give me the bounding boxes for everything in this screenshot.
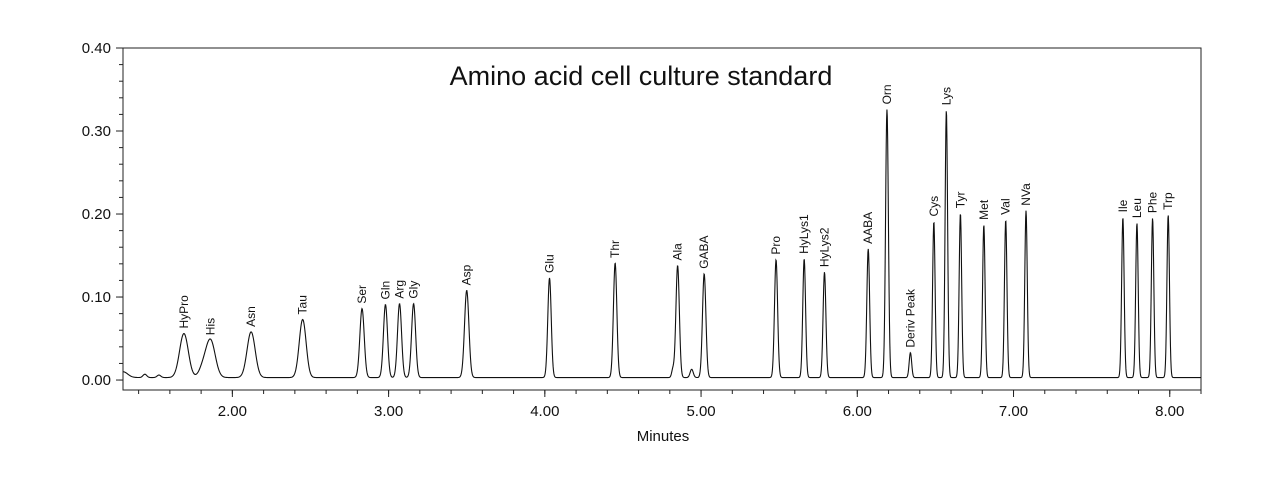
peak-label: Pro xyxy=(769,236,783,255)
peak-label: Lys xyxy=(939,87,953,105)
peak-labels: HyPro His Asn Tau Ser Gln Arg Gly Asp Glu Thr Ala GA… xyxy=(177,84,1175,347)
peak-label: NVa xyxy=(1019,183,1033,206)
peak-label: Tyr xyxy=(953,192,967,209)
peak-label: Gly xyxy=(407,281,421,299)
x-tick-label: 3.00 xyxy=(374,403,403,420)
peak-label: HyLys1 xyxy=(797,214,811,254)
peak-label: Tau xyxy=(296,295,310,314)
plot-frame xyxy=(122,47,1202,391)
y-tick-label: 0.30 xyxy=(82,123,111,140)
peak-label: Val xyxy=(999,198,1013,214)
peak-label: Phe xyxy=(1146,191,1160,213)
x-tick-label: 6.00 xyxy=(843,403,872,420)
y-tick-label: 0.40 xyxy=(82,40,111,57)
peak-label: HyLys2 xyxy=(817,227,831,267)
x-axis-title: Minutes xyxy=(637,428,690,445)
x-axis: 2.00 3.00 4.00 5.00 6.00 7.00 8.00 xyxy=(138,390,1202,420)
y-tick-label: 0.10 xyxy=(82,289,111,306)
y-tick-label: 0.20 xyxy=(82,206,111,223)
x-tick-label: 7.00 xyxy=(999,403,1028,420)
peak-label: His xyxy=(203,318,217,335)
chart-title: Amino acid cell culture standard xyxy=(450,61,833,91)
y-tick-label: 0.00 xyxy=(82,372,111,389)
x-tick-label: 4.00 xyxy=(530,403,559,420)
peak-label: Leu xyxy=(1130,198,1144,218)
x-tick-label: 2.00 xyxy=(218,403,247,420)
chromatogram-trace xyxy=(122,109,1201,379)
peak-label: Met xyxy=(977,199,991,220)
peak-label: Glu xyxy=(543,254,557,273)
peak-label: Arg xyxy=(393,280,407,299)
peak-label: Ser xyxy=(355,285,369,304)
peak-label: Asp xyxy=(460,264,474,285)
peak-label: Trp xyxy=(1161,192,1175,210)
peak-label: Thr xyxy=(608,240,622,258)
x-tick-label: 8.00 xyxy=(1155,403,1184,420)
y-axis: 0.00 0.10 0.20 0.30 0.40 xyxy=(82,40,123,389)
x-tick-label: 5.00 xyxy=(686,403,715,420)
peak-label: Deriv Peak xyxy=(903,288,917,348)
peak-label: Asn xyxy=(244,306,258,327)
peak-label: Ile xyxy=(1116,199,1130,212)
peak-label: Gln xyxy=(378,281,392,300)
peak-label: Ala xyxy=(671,243,685,261)
peak-label: AABA xyxy=(861,212,875,244)
peak-label: Orn xyxy=(880,84,894,104)
peak-label: HyPro xyxy=(177,295,191,329)
peak-label: GABA xyxy=(697,235,711,268)
peak-label: Cys xyxy=(927,196,941,217)
